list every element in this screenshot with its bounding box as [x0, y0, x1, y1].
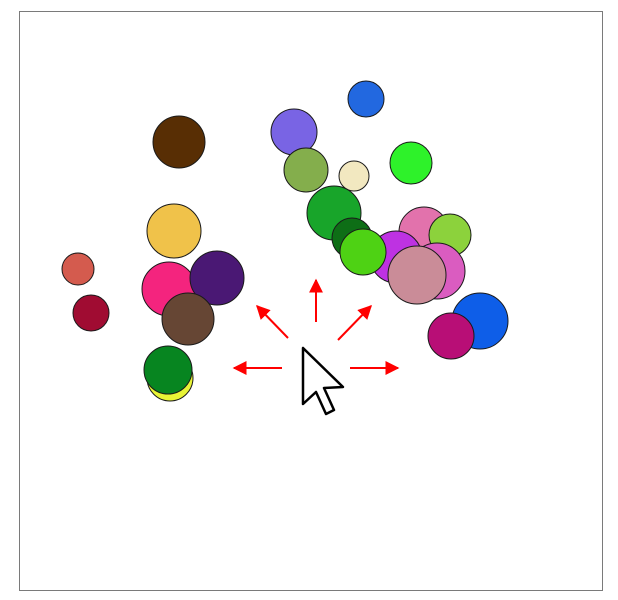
circles-layer — [61, 80, 509, 402]
circle-ball[interactable] — [72, 294, 110, 332]
circle-ball[interactable] — [339, 228, 387, 276]
game-arena[interactable] — [19, 11, 603, 591]
arrow-up-left-icon — [256, 304, 289, 339]
circle-ball[interactable] — [283, 147, 329, 193]
circle-ball[interactable] — [338, 160, 370, 192]
circle-ball[interactable] — [427, 312, 475, 360]
circle-ball[interactable] — [189, 250, 245, 306]
circle-ball[interactable] — [152, 115, 206, 169]
arrow-pointer-icon — [301, 346, 345, 416]
circle-ball[interactable] — [389, 141, 433, 185]
cursor-layer — [301, 346, 345, 416]
circle-ball[interactable] — [387, 245, 447, 305]
circle-ball[interactable] — [61, 252, 95, 286]
circle-ball[interactable] — [161, 292, 215, 346]
circle-ball[interactable] — [146, 203, 202, 259]
circle-ball[interactable] — [347, 80, 385, 118]
arrow-up-right-icon — [337, 304, 372, 341]
direction-arrows — [232, 278, 400, 375]
circle-ball[interactable] — [143, 345, 193, 395]
